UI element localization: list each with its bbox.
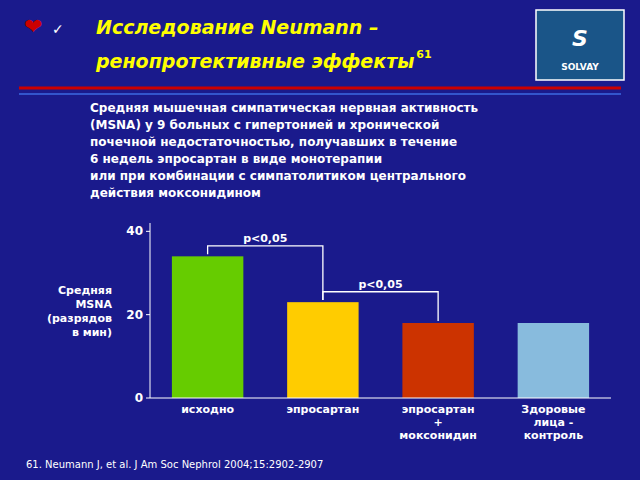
- x-tick-label: исходно: [181, 403, 234, 416]
- x-tick-label: эпросартан+моксонидин: [399, 403, 477, 442]
- title-superscript: 61: [416, 48, 431, 61]
- body-text: действия моксонидином: [90, 186, 261, 200]
- body-text: или при комбинации с симпатолитиком цент…: [90, 169, 466, 183]
- body-text: (MSNA) у 9 больных с гипертонией и хрони…: [90, 118, 439, 132]
- significance-bracket: [208, 246, 323, 300]
- bars: [172, 256, 589, 398]
- separator: [19, 87, 621, 90]
- y-axis-label: СредняяMSNA(разрядовв мин): [47, 284, 113, 339]
- x-tick-label: эпросартан: [286, 403, 359, 416]
- y-axis: [150, 223, 151, 398]
- bar: [287, 302, 358, 398]
- y-tick-label: 40: [126, 224, 143, 238]
- logo-box: [536, 10, 624, 80]
- body-text: Средняя мышечная симпатическая нервная а…: [90, 101, 479, 115]
- y-tick-label: 0: [135, 391, 143, 405]
- title: ренопротективные эффекты: [95, 50, 414, 72]
- body-text: 6 недель эпросартан в виде монотерапии: [90, 152, 382, 166]
- logo-letter: S: [572, 26, 588, 51]
- significance-label: p<0,05: [243, 232, 287, 245]
- x-tick-label: Здоровыелица -контроль: [521, 403, 585, 442]
- separator: [19, 93, 621, 95]
- chart-canvas: ❤ ✓ Исследование Neumann – ренопротективные…: [0, 0, 640, 480]
- logo-text: SOLVAY: [561, 62, 599, 72]
- background: [0, 0, 640, 480]
- title: Исследование Neumann –: [96, 16, 379, 38]
- y-tick: [146, 231, 150, 232]
- significance-bracket: [323, 292, 438, 321]
- check-symbol: ✓: [52, 21, 64, 37]
- bar: [402, 323, 473, 398]
- significance-label: p<0,05: [358, 278, 402, 291]
- y-tick: [146, 314, 150, 315]
- footnote: 61. Neumann J, et al. J Am Soc Nephrol 2…: [26, 459, 323, 470]
- body-text: почечной недостаточностью, получавших в …: [90, 135, 457, 149]
- y-tick-label: 20: [126, 308, 143, 322]
- bar: [518, 323, 589, 398]
- y-tick: [146, 398, 150, 399]
- bar: [172, 256, 243, 398]
- heart-symbol: ❤: [24, 14, 42, 39]
- x-axis: [150, 398, 611, 399]
